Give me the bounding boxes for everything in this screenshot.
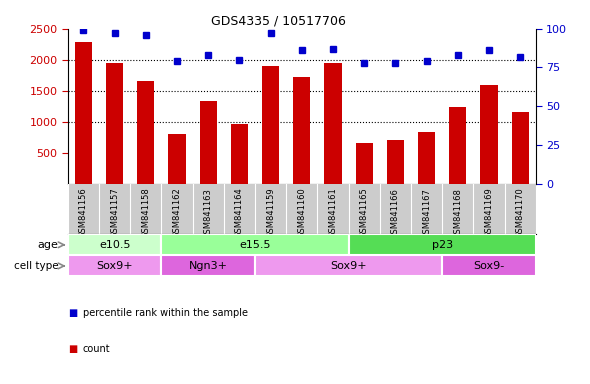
Text: GSM841161: GSM841161: [329, 188, 337, 238]
Text: percentile rank within the sample: percentile rank within the sample: [83, 308, 248, 318]
Text: Sox9-: Sox9-: [473, 261, 504, 271]
Bar: [442, 255, 536, 276]
Bar: [199, 101, 217, 184]
Bar: [349, 234, 536, 255]
Text: count: count: [83, 344, 110, 354]
Text: ■: ■: [68, 308, 77, 318]
Title: GDS4335 / 10517706: GDS4335 / 10517706: [211, 15, 346, 28]
Bar: [512, 112, 529, 184]
Bar: [231, 124, 248, 184]
Text: GSM841165: GSM841165: [360, 188, 369, 238]
Text: GSM841166: GSM841166: [391, 188, 400, 238]
Text: GSM841169: GSM841169: [484, 188, 493, 238]
Text: Sox9+: Sox9+: [330, 261, 367, 271]
Bar: [168, 134, 186, 184]
Bar: [75, 42, 92, 184]
Bar: [449, 108, 466, 184]
Bar: [162, 255, 255, 276]
Text: Sox9+: Sox9+: [96, 261, 133, 271]
Text: e15.5: e15.5: [240, 240, 271, 250]
Bar: [262, 66, 279, 184]
Text: GSM841156: GSM841156: [79, 188, 88, 238]
Text: GSM841163: GSM841163: [204, 188, 213, 238]
Text: GSM841157: GSM841157: [110, 188, 119, 238]
Bar: [255, 255, 442, 276]
Bar: [162, 234, 349, 255]
Text: ■: ■: [68, 344, 77, 354]
Text: GSM841159: GSM841159: [266, 188, 275, 238]
Text: GSM841170: GSM841170: [516, 188, 525, 238]
Bar: [293, 77, 310, 184]
Bar: [387, 140, 404, 184]
Bar: [68, 255, 162, 276]
Text: GSM841164: GSM841164: [235, 188, 244, 238]
Text: GSM841162: GSM841162: [172, 188, 182, 238]
Text: age: age: [38, 240, 58, 250]
Bar: [106, 63, 123, 184]
Text: GSM841158: GSM841158: [142, 188, 150, 238]
Bar: [137, 81, 155, 184]
Bar: [324, 63, 342, 184]
Text: GSM841160: GSM841160: [297, 188, 306, 238]
Bar: [418, 132, 435, 184]
Bar: [356, 143, 373, 184]
Bar: [480, 84, 497, 184]
Text: p23: p23: [431, 240, 453, 250]
Text: e10.5: e10.5: [99, 240, 130, 250]
Text: cell type: cell type: [14, 261, 58, 271]
Bar: [68, 234, 162, 255]
Text: GSM841167: GSM841167: [422, 188, 431, 238]
Text: GSM841168: GSM841168: [453, 188, 462, 238]
Text: Ngn3+: Ngn3+: [189, 261, 228, 271]
